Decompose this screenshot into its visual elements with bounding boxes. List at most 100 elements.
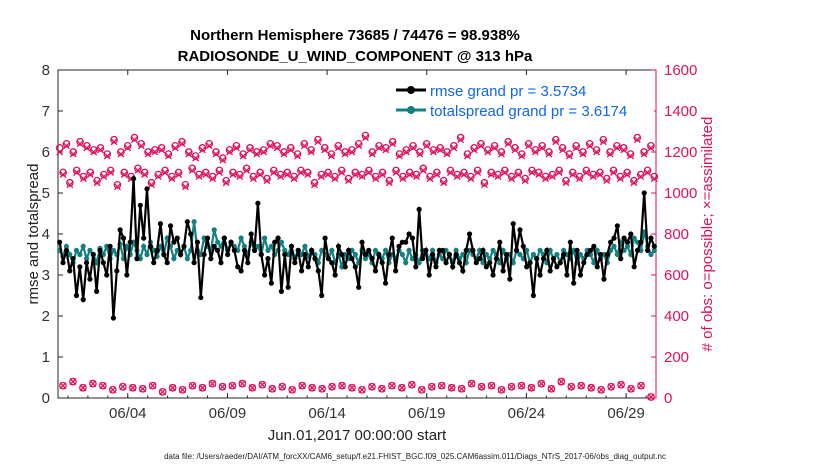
obs-low-possible-marker	[298, 381, 307, 390]
obs-possible-marker	[327, 150, 336, 158]
rmse-point	[241, 247, 248, 253]
rmse-point	[198, 294, 204, 301]
rmse-point	[97, 247, 103, 253]
obs-possible-marker	[643, 166, 652, 175]
obs-assimilated-marker	[134, 166, 142, 174]
rmse-point	[231, 247, 237, 253]
obs-low-assimilated-marker	[637, 382, 645, 390]
obs-low-assimilated-marker	[59, 382, 67, 390]
obs-assimilated-marker	[446, 169, 454, 176]
rmse-point	[473, 260, 479, 266]
obs-low-possible-marker	[537, 379, 546, 388]
rmse-point	[443, 260, 449, 266]
rmse-point	[315, 268, 321, 274]
obs-possible-marker	[613, 142, 621, 150]
obs-low-possible-marker	[258, 380, 267, 389]
rmse-point	[490, 272, 496, 278]
obs-possible-marker	[619, 144, 628, 152]
rmse-point	[413, 264, 419, 270]
obs-assimilated-marker	[572, 144, 580, 152]
obs-low-possible-marker	[288, 385, 297, 394]
obs-assimilated-marker	[161, 169, 169, 176]
obs-assimilated-marker	[525, 142, 533, 150]
rmse-point	[634, 247, 641, 253]
obs-low-assimilated-marker	[218, 383, 226, 391]
totalspread-point	[214, 239, 221, 245]
obs-low-possible-marker	[388, 381, 396, 390]
rmse-point	[641, 190, 647, 196]
totalspread-point	[67, 251, 73, 258]
obs-assimilated-marker	[368, 150, 376, 158]
obs-possible-marker	[130, 133, 139, 142]
rmse-point	[228, 239, 234, 245]
rmse-point	[584, 251, 590, 258]
obs-assimilated-marker	[103, 152, 111, 160]
rmse-point	[329, 260, 335, 266]
obs-assimilated-marker	[222, 179, 230, 187]
rmse-point	[245, 260, 251, 266]
rmse-point	[423, 247, 429, 253]
rmse-point	[487, 260, 493, 266]
obs-low-possible-marker	[507, 382, 516, 391]
totalspread-point	[211, 227, 217, 233]
obs-assimilated-marker	[480, 181, 488, 189]
obs-possible-marker	[113, 180, 122, 189]
legend-box	[392, 78, 654, 120]
obs-assimilated-marker	[283, 171, 291, 179]
obs-possible-marker	[405, 168, 414, 177]
obs-low-assimilated-marker	[328, 383, 336, 391]
obs-possible-marker	[191, 152, 200, 160]
obs-low-assimilated-marker	[597, 386, 605, 394]
obs-possible-marker	[456, 133, 465, 142]
totalspread-point	[403, 260, 409, 266]
obs-low-assimilated-marker	[508, 383, 515, 391]
rmse-point	[389, 235, 395, 241]
obs-assimilated-marker	[477, 142, 485, 150]
totalspread-point	[460, 251, 466, 258]
obs-assimilated-marker	[531, 148, 539, 156]
obs-assimilated-marker	[351, 171, 359, 179]
chart-subtitle: RADIOSONDE_U_WIND_COMPONENT @ 313 hPa	[178, 48, 533, 65]
rmse-point	[94, 288, 100, 294]
rmse-point	[127, 239, 133, 245]
obs-low-assimilated-marker	[258, 381, 266, 389]
obs-possible-marker	[602, 174, 611, 183]
obs-assimilated-marker	[86, 171, 94, 179]
obs-possible-marker	[263, 174, 271, 183]
obs-low-assimilated-marker	[199, 384, 206, 392]
obs-assimilated-marker	[263, 177, 271, 185]
obs-assimilated-marker	[83, 144, 91, 152]
obs-possible-marker	[300, 139, 309, 148]
obs-assimilated-marker	[440, 179, 448, 187]
obs-low-possible-marker	[188, 381, 197, 390]
obs-possible-marker	[402, 146, 411, 154]
rmse-point	[470, 247, 476, 253]
obs-low-possible-marker	[417, 385, 426, 394]
y-axis-label: rmse and totalspread	[25, 164, 42, 305]
obs-low-possible-marker	[547, 384, 556, 393]
obs-assimilated-marker	[589, 173, 597, 181]
rmse-point	[147, 243, 153, 249]
obs-possible-marker	[531, 146, 540, 154]
obs-possible-marker	[259, 146, 268, 154]
obs-possible-marker	[599, 135, 608, 144]
obs-possible-marker	[592, 146, 601, 154]
obs-low-assimilated-marker	[458, 385, 466, 393]
totalspread-point	[517, 251, 523, 258]
rmse-point	[292, 260, 298, 266]
obs-possible-marker	[623, 168, 631, 177]
obs-assimilated-marker	[219, 156, 227, 164]
rmse-point	[517, 227, 523, 233]
totalspread-point	[329, 247, 335, 253]
obs-possible-marker	[524, 139, 533, 148]
obs-possible-marker	[375, 142, 383, 150]
obs-low-possible-marker	[348, 383, 356, 392]
rmse-point	[265, 256, 271, 262]
obs-low-possible-marker	[617, 380, 625, 389]
totalspread-point	[406, 247, 412, 253]
y2-tick-label: 1600	[664, 62, 697, 79]
obs-low-possible-marker	[637, 381, 645, 390]
obs-low-possible-marker	[318, 384, 326, 393]
totalspread-point	[591, 260, 597, 266]
obs-possible-marker	[72, 166, 81, 175]
